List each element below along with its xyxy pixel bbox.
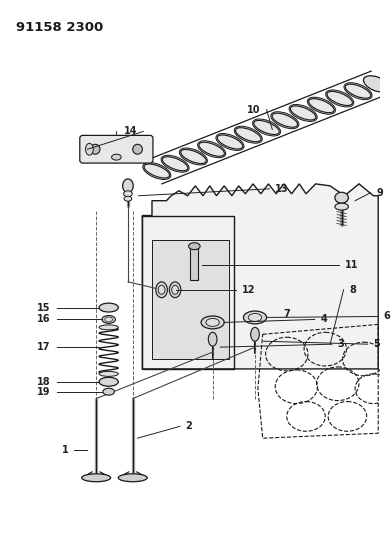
Ellipse shape — [189, 243, 200, 249]
Ellipse shape — [99, 325, 118, 330]
Circle shape — [133, 144, 142, 154]
Ellipse shape — [326, 90, 354, 107]
Ellipse shape — [327, 92, 352, 106]
Ellipse shape — [103, 388, 114, 395]
Ellipse shape — [162, 157, 188, 171]
Ellipse shape — [250, 327, 260, 341]
Ellipse shape — [169, 282, 181, 297]
Ellipse shape — [199, 142, 224, 156]
Ellipse shape — [105, 317, 113, 322]
Ellipse shape — [118, 474, 147, 482]
Ellipse shape — [123, 179, 133, 193]
Text: 15: 15 — [37, 303, 51, 312]
Ellipse shape — [335, 192, 348, 203]
Text: 1: 1 — [62, 445, 68, 455]
Ellipse shape — [99, 377, 118, 386]
Ellipse shape — [364, 77, 389, 91]
Text: 11: 11 — [345, 260, 358, 270]
Ellipse shape — [208, 332, 217, 346]
Text: 16: 16 — [37, 314, 51, 325]
Bar — [191, 248, 198, 280]
Text: 12: 12 — [241, 285, 255, 295]
Ellipse shape — [234, 126, 262, 143]
Text: 6: 6 — [383, 311, 390, 321]
Ellipse shape — [85, 143, 93, 155]
Ellipse shape — [143, 163, 171, 180]
Ellipse shape — [254, 120, 279, 134]
Text: 91158 2300: 91158 2300 — [16, 21, 103, 34]
Ellipse shape — [123, 191, 132, 197]
Circle shape — [91, 144, 100, 154]
Ellipse shape — [206, 318, 220, 326]
Ellipse shape — [161, 155, 189, 172]
Ellipse shape — [217, 135, 243, 149]
Ellipse shape — [158, 285, 165, 294]
Ellipse shape — [201, 316, 224, 329]
Ellipse shape — [290, 106, 316, 120]
Ellipse shape — [236, 128, 261, 142]
Ellipse shape — [102, 316, 115, 324]
Text: 17: 17 — [37, 342, 51, 352]
Text: 4: 4 — [321, 314, 327, 325]
Text: 8: 8 — [349, 285, 356, 295]
Ellipse shape — [248, 313, 262, 321]
Text: 19: 19 — [37, 386, 51, 397]
Ellipse shape — [198, 141, 226, 158]
FancyBboxPatch shape — [80, 135, 153, 163]
Ellipse shape — [112, 154, 121, 160]
Text: 13: 13 — [275, 184, 289, 194]
Ellipse shape — [181, 149, 206, 164]
Ellipse shape — [363, 76, 389, 92]
Text: 3: 3 — [338, 339, 345, 349]
Text: 7: 7 — [283, 310, 290, 319]
Text: 9: 9 — [376, 188, 383, 198]
Ellipse shape — [144, 163, 170, 179]
Ellipse shape — [307, 97, 336, 114]
Ellipse shape — [345, 84, 371, 98]
Ellipse shape — [144, 164, 169, 178]
Text: 14: 14 — [124, 126, 138, 136]
Ellipse shape — [335, 203, 348, 210]
Ellipse shape — [172, 285, 178, 294]
Polygon shape — [142, 184, 378, 369]
Text: 2: 2 — [186, 421, 192, 431]
Text: 18: 18 — [37, 377, 51, 387]
Ellipse shape — [180, 148, 207, 165]
Ellipse shape — [99, 303, 118, 312]
Text: 10: 10 — [247, 104, 261, 115]
Ellipse shape — [289, 104, 317, 122]
Ellipse shape — [124, 196, 132, 201]
Ellipse shape — [252, 119, 281, 136]
Polygon shape — [152, 240, 229, 359]
Ellipse shape — [344, 83, 372, 100]
Ellipse shape — [271, 112, 299, 128]
Ellipse shape — [243, 311, 267, 324]
Ellipse shape — [272, 113, 298, 127]
Ellipse shape — [309, 99, 334, 112]
Text: 5: 5 — [374, 339, 380, 349]
Ellipse shape — [99, 372, 118, 376]
Ellipse shape — [216, 133, 244, 150]
Ellipse shape — [82, 474, 111, 482]
Ellipse shape — [156, 282, 167, 297]
